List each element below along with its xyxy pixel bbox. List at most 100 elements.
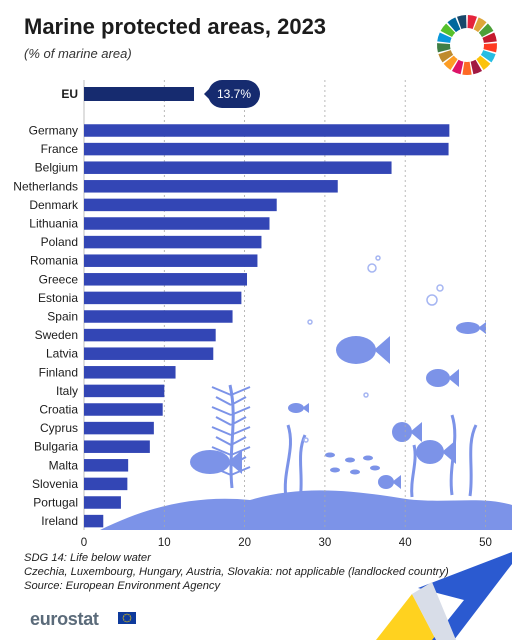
sdg-wheel-icon (437, 15, 497, 75)
fern-leaf (211, 426, 232, 436)
fish-tail (448, 369, 459, 387)
category-label: Poland (41, 235, 78, 249)
bar (84, 384, 165, 398)
eu-category-label: EU (61, 87, 78, 101)
bar (84, 496, 121, 509)
sdg-segment (473, 17, 487, 33)
category-label: Malta (49, 458, 79, 472)
bar (84, 403, 163, 416)
category-label: Sweden (35, 328, 78, 342)
fish-shape (416, 440, 444, 464)
sdg-segment (470, 59, 483, 75)
underwater-decoration (100, 255, 512, 530)
chart-subtitle: (% of marine area) (24, 46, 132, 61)
flag-star (129, 619, 131, 621)
sdg-segment (467, 15, 477, 29)
flag-star (128, 620, 130, 622)
category-label: Croatia (39, 403, 78, 417)
seaweed-shape (410, 444, 417, 498)
eu-highlight: EU 13.7% (61, 80, 261, 108)
fern-leaf (230, 406, 251, 416)
note-source: Source: European Environment Agency (24, 580, 221, 592)
fish-shape (378, 475, 394, 489)
bar-chart: Germany France Belgium Netherlands Denmark Li… (13, 80, 512, 549)
sdg-segment (447, 17, 461, 33)
category-label: Belgium (35, 161, 78, 175)
fern-leaf (215, 436, 232, 446)
fern-leaf (230, 416, 247, 426)
fish-shape (190, 450, 230, 474)
x-tick-label: 20 (238, 537, 251, 549)
flag-star (123, 615, 125, 617)
bar (84, 366, 176, 379)
category-label: Lithuania (29, 217, 78, 231)
sdg-segment (480, 50, 496, 63)
fern-leaf (230, 396, 247, 406)
seaweed-shape (228, 384, 235, 489)
chart-x-ticks: 0 10 20 30 40 50 (81, 537, 492, 549)
eu-flag-icon (118, 612, 136, 624)
category-label: Romania (30, 254, 78, 268)
fish-shape (336, 336, 376, 364)
corner-chevron-decoration (376, 552, 512, 640)
sdg-segment (437, 32, 452, 43)
category-label: France (41, 142, 79, 156)
small-fish (325, 452, 335, 458)
seaweed-shape (298, 434, 307, 501)
bar (84, 180, 338, 193)
category-label: Ireland (41, 514, 78, 528)
bar (84, 161, 392, 174)
x-tick-label: 50 (479, 537, 492, 549)
x-tick-label: 30 (319, 537, 332, 549)
sdg-segment (462, 61, 472, 75)
bar (84, 198, 277, 212)
bar (84, 421, 154, 435)
category-label: Slovenia (32, 477, 78, 491)
sdg-segment (437, 43, 451, 53)
chart-notes: SDG 14: Life below water Czechia, Luxemb… (24, 551, 449, 593)
flag-star (126, 621, 128, 623)
bar (84, 254, 258, 267)
fern-leaf (215, 416, 232, 426)
small-fish (345, 457, 355, 463)
bar (84, 124, 450, 137)
fish-tail (302, 403, 309, 413)
fish-shape (392, 422, 412, 442)
fish-tail (442, 440, 456, 464)
note-landlocked: Czechia, Luxembourg, Hungary, Austria, S… (24, 566, 449, 578)
bar (84, 310, 233, 323)
category-label: Cyprus (40, 421, 78, 435)
fern-leaf (230, 446, 251, 456)
seaweed-shape (283, 424, 293, 499)
eurostat-logo: eurostat (30, 609, 99, 629)
flag-star (130, 617, 132, 619)
category-label: Germany (29, 124, 78, 138)
fish-tail (228, 450, 242, 474)
fish-tail (478, 322, 486, 334)
bubble (375, 255, 381, 261)
bubble (436, 284, 444, 292)
flag-star (122, 617, 124, 619)
sdg-segment (457, 15, 467, 29)
flag-star (128, 614, 130, 616)
fern-leaf (230, 386, 251, 396)
flag-star (124, 620, 126, 622)
fish-shape (456, 322, 480, 334)
bar (84, 347, 214, 360)
small-fish (363, 455, 373, 461)
bar (84, 235, 262, 249)
eu-value-label: 13.7% (217, 87, 251, 101)
seabed-shape (100, 490, 512, 530)
bubble (363, 392, 369, 398)
x-tick-label: 0 (81, 537, 87, 549)
bar (84, 291, 242, 305)
bubble (307, 319, 313, 325)
fern-leaf (230, 426, 251, 436)
sdg-segment (451, 59, 464, 75)
bar (84, 273, 248, 286)
category-label: Spain (47, 310, 78, 324)
fish-shape (426, 369, 450, 387)
category-label: Netherlands (13, 179, 78, 193)
fern-leaf (215, 396, 232, 406)
sdg-segment (438, 50, 454, 63)
